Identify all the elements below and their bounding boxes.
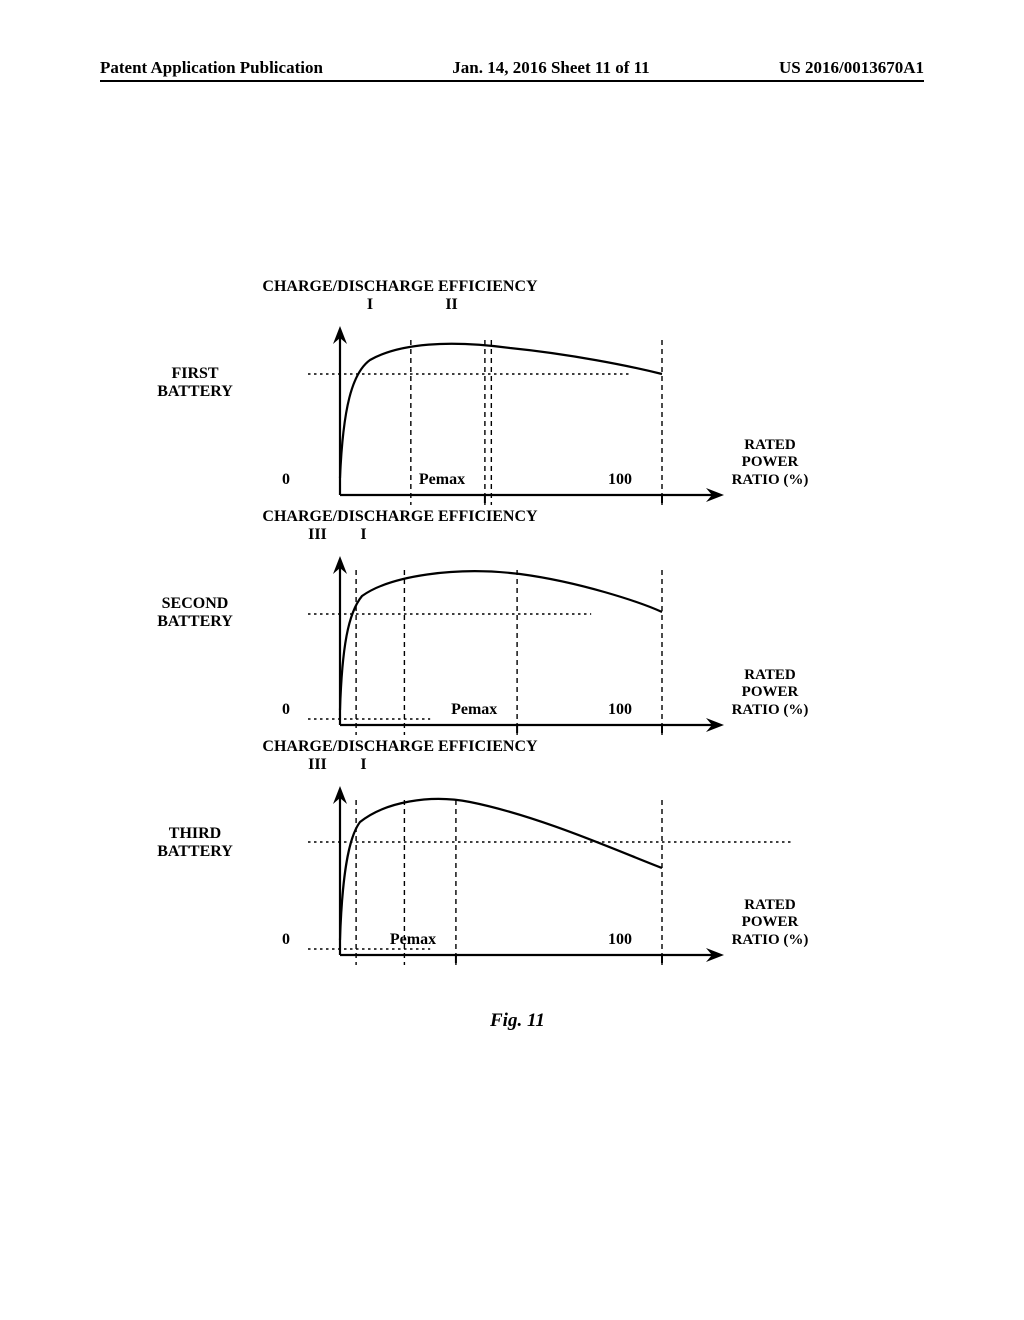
efficiency-curve (340, 344, 662, 478)
header-left: Patent Application Publication (100, 58, 323, 78)
chart-svg (300, 760, 820, 990)
chart-svg (300, 300, 820, 530)
y-axis-title: CHARGE/DISCHARGE EFFICIENCY (230, 738, 570, 756)
y-axis-title: CHARGE/DISCHARGE EFFICIENCY (230, 278, 570, 296)
chart-svg (300, 530, 820, 760)
figure-caption: Fig. 11 (490, 1010, 545, 1032)
header-right: US 2016/0013670A1 (779, 58, 924, 78)
header-rule (100, 80, 924, 82)
page-header: Patent Application Publication Jan. 14, … (0, 58, 1024, 78)
battery-name-label: FIRSTBATTERY (125, 365, 265, 402)
tick-zero: 0 (282, 931, 290, 949)
chart-1: FIRSTBATTERYCHARGE/DISCHARGE EFFICIENCYR… (300, 300, 820, 530)
y-axis-title: CHARGE/DISCHARGE EFFICIENCY (230, 508, 570, 526)
battery-name-label: SECONDBATTERY (125, 595, 265, 632)
efficiency-curve (340, 799, 662, 940)
tick-zero: 0 (282, 471, 290, 489)
efficiency-curve (340, 571, 662, 710)
chart-2: SECONDBATTERYCHARGE/DISCHARGE EFFICIENCY… (300, 530, 820, 760)
battery-name-label: THIRDBATTERY (125, 825, 265, 862)
tick-zero: 0 (282, 701, 290, 719)
chart-3: THIRDBATTERYCHARGE/DISCHARGE EFFICIENCYR… (300, 760, 820, 990)
header-center: Jan. 14, 2016 Sheet 11 of 11 (452, 58, 649, 78)
